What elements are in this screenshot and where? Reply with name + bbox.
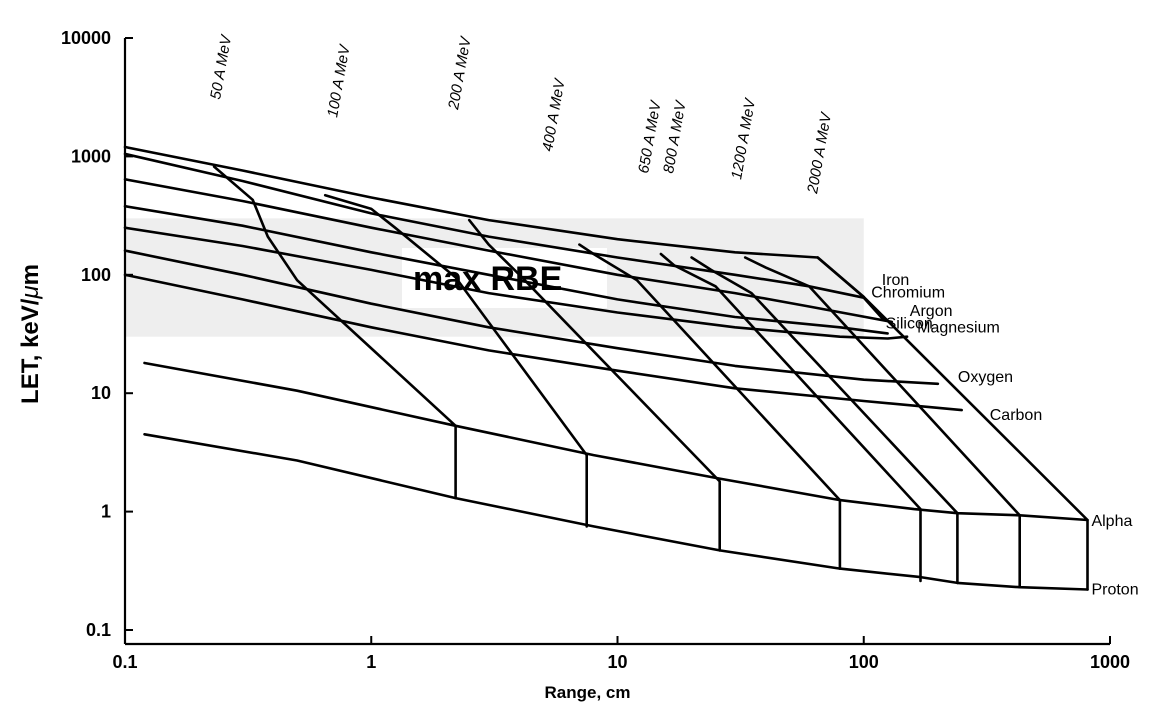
series-iron — [123, 145, 866, 299]
y-tick-label: 10000 — [61, 28, 111, 48]
x-tick-label: 10 — [607, 652, 627, 672]
energy-label-1200-a-mev: 1200 A MeV — [728, 96, 759, 181]
energy-line-2000-a-mev — [816, 256, 1089, 591]
series-carbon — [123, 273, 963, 412]
x-tick-label: 100 — [849, 652, 879, 672]
energy-line-1200-a-mev — [743, 256, 1021, 589]
energy-line-800-a-mev — [690, 256, 959, 585]
y-tick-label: 100 — [81, 265, 111, 285]
series-label-chromium: Chromium — [871, 284, 945, 301]
series-proton — [143, 433, 1089, 591]
energy-line-650-a-mev — [659, 252, 922, 583]
series-label-proton: Proton — [1091, 581, 1138, 598]
series-alpha — [143, 361, 1089, 522]
energy-label-200-a-mev: 200 A MeV — [445, 34, 475, 112]
series-argon — [123, 178, 894, 324]
tick-labels: 0.1 1 10 100 1000 0.1 1 10 100 1000 10000 — [61, 28, 1130, 672]
y-tick-label: 1000 — [71, 146, 111, 166]
series-label-oxygen: Oxygen — [958, 369, 1013, 386]
series-oxygen — [123, 249, 940, 386]
x-tick-label: 1000 — [1090, 652, 1130, 672]
energy-label-100-a-mev: 100 A MeV — [324, 42, 354, 119]
energy-label-2000-a-mev: 2000 A MeV — [804, 110, 835, 196]
series-chromium — [123, 152, 885, 321]
axes — [123, 38, 1110, 646]
energy-label-50-a-mev: 50 A MeV — [207, 32, 235, 101]
energy-label-800-a-mev: 800 A MeV — [660, 98, 690, 175]
energy-label-400-a-mev: 400 A MeV — [539, 76, 569, 153]
x-tick-label: 0.1 — [112, 652, 137, 672]
y-tick-label: 0.1 — [86, 620, 111, 640]
y-axis-title: LET, keV/μm — [17, 264, 44, 404]
x-tick-label: 1 — [366, 652, 376, 672]
series-label-argon: Argon — [910, 303, 953, 320]
series-label-alpha: Alpha — [1091, 513, 1132, 530]
series-label-iron: Iron — [882, 272, 910, 289]
series-magnesium — [123, 226, 909, 340]
series-label-carbon: Carbon — [990, 407, 1042, 424]
energy-line-100-a-mev — [323, 193, 588, 528]
energy-line-200-a-mev — [467, 218, 721, 552]
series-label-magnesium: Magnesium — [917, 320, 1000, 337]
y-tick-label: 10 — [91, 383, 111, 403]
energy-label-650-a-mev: 650 A MeV — [635, 98, 665, 175]
x-axis-title: Range, cm — [545, 683, 631, 702]
series-label-silicon: Silicon — [886, 315, 933, 332]
energy-line-50-a-mev — [212, 165, 457, 500]
energy-line-400-a-mev — [578, 243, 842, 570]
y-tick-label: 1 — [101, 502, 111, 522]
